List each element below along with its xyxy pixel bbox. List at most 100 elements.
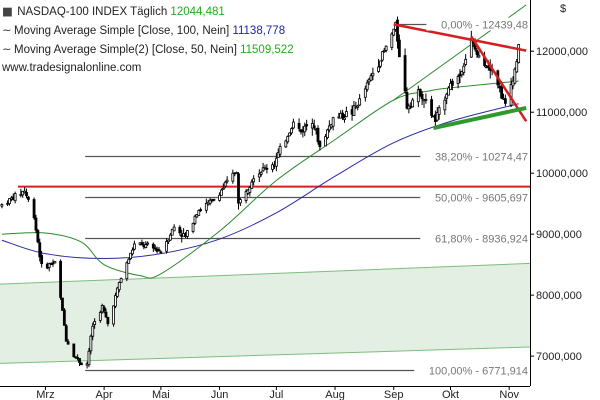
- candle: [132, 240, 136, 251]
- candle-body: [327, 125, 331, 131]
- fib-label-bg: [420, 231, 530, 245]
- candle-body: [297, 122, 301, 129]
- candle-body: [199, 209, 203, 211]
- candle-body: [352, 105, 356, 116]
- index-name: NASDAQ-100 INDEX: [17, 6, 128, 18]
- candle-body: [79, 362, 83, 366]
- candle: [464, 54, 468, 67]
- candle: [38, 238, 42, 262]
- candle: [235, 171, 239, 175]
- candle-body: [384, 45, 388, 51]
- candle: [443, 96, 447, 115]
- candle: [144, 241, 148, 249]
- candle: [98, 310, 102, 323]
- candle: [244, 189, 248, 204]
- candle-body: [26, 196, 30, 200]
- candle-body: [365, 82, 369, 90]
- candle: [61, 297, 64, 311]
- candle: [115, 286, 119, 298]
- candle: [363, 85, 367, 102]
- ma50-params: [Close, 50, Nein]: [151, 44, 237, 56]
- candle-body: [104, 311, 108, 318]
- candle: [503, 94, 507, 107]
- candle: [114, 292, 117, 309]
- candle-body: [117, 282, 121, 291]
- candle-body: [204, 203, 208, 211]
- candle: [369, 73, 373, 82]
- candle-body: [390, 33, 394, 48]
- candle-body: [159, 251, 163, 254]
- candle: [331, 116, 335, 131]
- y-tick-label: 7000,000: [536, 351, 582, 363]
- candle: [72, 343, 76, 358]
- candle-body: [274, 157, 278, 167]
- candle: [212, 198, 216, 202]
- candle: [278, 143, 282, 158]
- candle-body: [261, 167, 265, 172]
- candle-body: [500, 86, 504, 99]
- candle-body: [517, 44, 521, 63]
- candle-body: [326, 129, 329, 138]
- fib-label-bg: [420, 149, 530, 163]
- candle: [435, 107, 439, 122]
- candle: [112, 305, 115, 327]
- candle: [420, 91, 424, 106]
- candle: [396, 16, 399, 49]
- candle-body: [218, 194, 221, 201]
- candle-body: [157, 249, 161, 252]
- candle-body: [146, 242, 150, 245]
- candle: [157, 247, 161, 252]
- candle-body: [125, 262, 129, 280]
- candle: [129, 252, 133, 261]
- candle: [517, 43, 521, 64]
- candle: [326, 128, 329, 140]
- candle: [303, 122, 307, 137]
- candle-body: [380, 51, 384, 61]
- candle-body: [418, 88, 422, 96]
- candle: [218, 192, 221, 202]
- candle-body: [178, 226, 182, 234]
- candle-body: [112, 305, 115, 325]
- candle-body: [40, 255, 44, 265]
- candle: [259, 170, 263, 177]
- candle: [447, 86, 451, 96]
- candle-body: [25, 192, 28, 197]
- candle: [221, 183, 225, 190]
- candle: [237, 172, 240, 210]
- candle: [78, 358, 81, 367]
- source-url: www.tradesignalonline.com: [2, 62, 142, 74]
- candle-body: [257, 173, 261, 178]
- candle: [146, 241, 150, 246]
- candle-body: [98, 312, 102, 321]
- candle-body: [316, 127, 320, 143]
- candle: [168, 232, 172, 241]
- candle: [151, 242, 155, 252]
- y-axis-unit-label: $: [560, 3, 566, 15]
- candle: [352, 100, 356, 116]
- candle: [153, 244, 157, 252]
- candle-body: [411, 99, 415, 108]
- candle: [485, 65, 488, 69]
- candle: [23, 187, 27, 194]
- candle-body: [324, 136, 327, 147]
- fib-label-bg: [414, 363, 530, 377]
- candle: [430, 95, 433, 119]
- candle-body: [403, 55, 407, 92]
- candle: [291, 118, 295, 130]
- candle-body: [34, 217, 38, 231]
- candle-body: [167, 239, 170, 243]
- candle: [379, 60, 382, 69]
- candle: [445, 92, 449, 105]
- candle-body: [475, 50, 479, 55]
- candle-body: [405, 91, 409, 109]
- candle-body: [32, 199, 36, 219]
- candle-body: [13, 193, 17, 202]
- candle-body: [456, 76, 460, 84]
- x-tick-label: Apr: [96, 389, 113, 400]
- candle-body: [424, 99, 428, 101]
- candle-body: [235, 172, 239, 175]
- candle: [64, 324, 68, 342]
- candle: [318, 140, 322, 151]
- x-tick-label: Mai: [152, 389, 170, 400]
- candle-body: [276, 152, 280, 158]
